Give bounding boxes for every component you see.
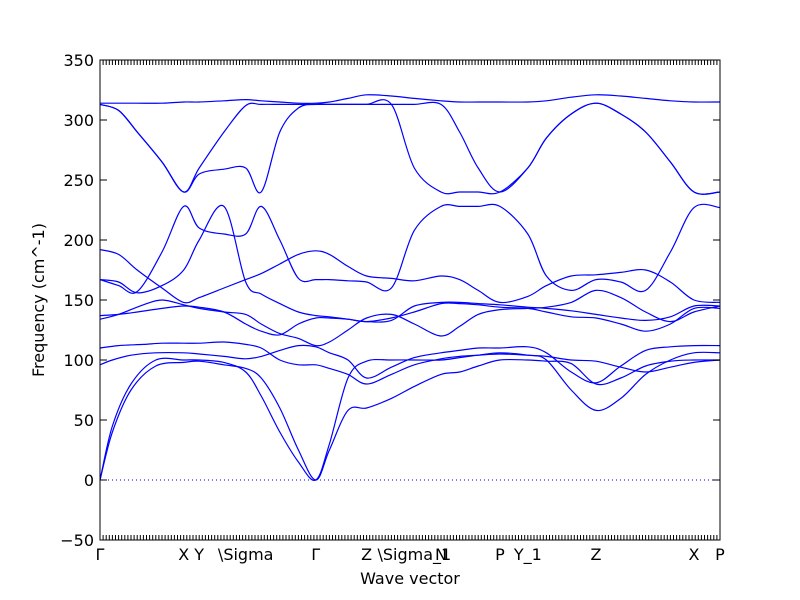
- y-axis-label: Frequency (cm^-1): [29, 223, 48, 377]
- x-tick-label: X: [178, 545, 189, 564]
- band-line-4: [100, 341, 720, 385]
- band-line-5: [100, 289, 720, 347]
- axis-ticks: [99, 59, 721, 541]
- y-tick-label: 350: [63, 51, 94, 70]
- y-tick-label: 50: [74, 411, 94, 430]
- x-tick-label: Γ: [311, 545, 320, 564]
- y-tick-label: 100: [63, 351, 94, 370]
- band-line-3: [100, 344, 720, 384]
- y-tick-label: 150: [63, 291, 94, 310]
- x-tick-label: P: [495, 545, 505, 564]
- y-tick-label: 300: [63, 111, 94, 130]
- x-tick-labels: Γ X Y \Sigma Γ Z \Sigma_1N P Y_1 Z X P: [96, 545, 726, 565]
- x-axis-label: Wave vector: [360, 569, 460, 588]
- x-tick-label: P: [715, 545, 725, 564]
- band-line-8: [100, 249, 720, 304]
- x-tick-label: X: [688, 545, 699, 564]
- x-tick-label: Γ: [96, 545, 105, 564]
- plot-frame: [99, 59, 721, 541]
- band-line-12: [100, 94, 720, 104]
- y-tick-label: 250: [63, 171, 94, 190]
- x-tick-label: Y_1: [513, 545, 542, 565]
- y-tick-label: −50: [60, 531, 94, 550]
- y-tick-label: 0: [84, 471, 94, 490]
- x-tick-label: \Sigma_1: [377, 545, 451, 565]
- y-tick-label: 200: [63, 231, 94, 250]
- x-tick-label: Z: [361, 545, 372, 564]
- band-line-6: [100, 302, 720, 336]
- y-tick-labels: −50 0 50 100 150 200 250 300 350: [60, 51, 94, 550]
- x-tick-label: Z: [591, 545, 602, 564]
- x-tick-label: \Sigma: [218, 545, 274, 564]
- x-tick-label: N: [435, 545, 447, 564]
- band-lines: [100, 94, 720, 482]
- band-line-2: [100, 351, 720, 482]
- band-line-9: [100, 203, 720, 294]
- x-tick-label: Y: [193, 545, 204, 564]
- band-line-7: [100, 204, 720, 323]
- band-line-11: [100, 101, 720, 195]
- band-line-1: [100, 358, 720, 481]
